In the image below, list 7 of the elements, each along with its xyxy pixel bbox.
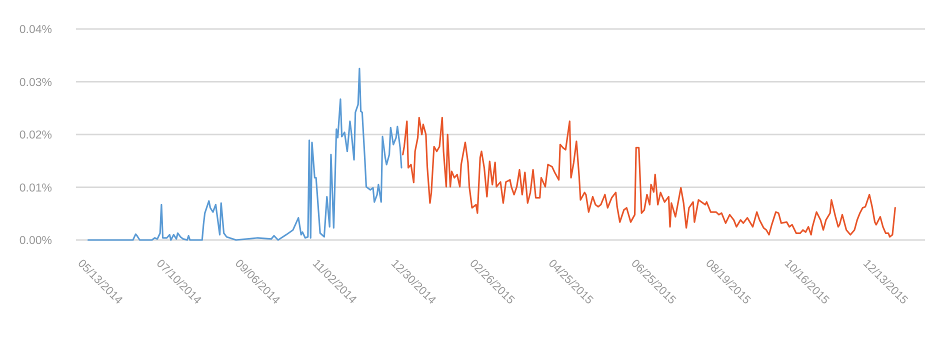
y-tick-label: 0.02% (19, 130, 52, 142)
line-series (402, 116, 896, 238)
line-series (87, 68, 402, 241)
y-tick-label: 0.03% (19, 76, 52, 89)
y-tick-label: 0.01% (19, 182, 52, 194)
y-tick-label: 0.04% (19, 24, 52, 36)
y-tick-label: 0.00% (19, 235, 52, 248)
